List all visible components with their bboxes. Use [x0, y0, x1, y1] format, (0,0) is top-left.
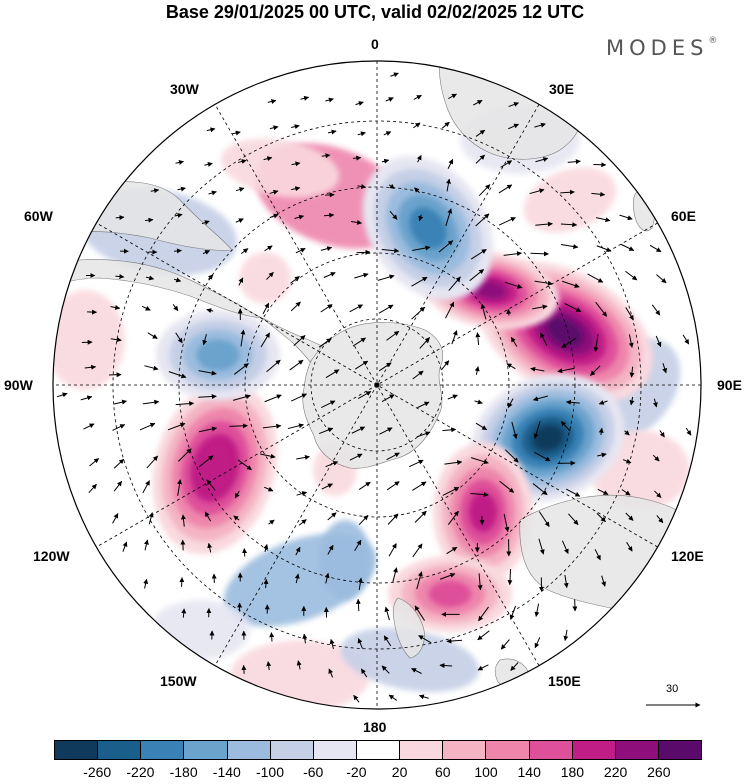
- south-pole-marker: [375, 383, 380, 388]
- colorbar-swatch: [98, 741, 141, 759]
- anomaly-contour: [239, 252, 291, 304]
- colorbar-swatch: [573, 741, 616, 759]
- colorbar-tick-label: 100: [474, 764, 497, 780]
- colorbar-swatch: [228, 741, 271, 759]
- colorbar-swatch: [314, 741, 357, 759]
- reference-vector: 30: [640, 683, 710, 713]
- colorbar-swatch: [184, 741, 227, 759]
- colorbar-ticks: -260 -220 -180 -140 -100 -60 -20 20 60 100 140 180 2…: [0, 764, 750, 784]
- reference-arrow-icon: [640, 683, 710, 713]
- colorbar-tick-label: 180: [561, 764, 584, 780]
- wind-vector-arrow: [357, 252, 370, 253]
- colorbar-tick-label: -100: [256, 764, 284, 780]
- lon-label-150e: 150E: [548, 673, 581, 689]
- anomaly-contour: [196, 339, 239, 370]
- colorbar-swatch: [55, 741, 98, 759]
- lon-label-90e: 90E: [717, 377, 742, 393]
- lon-label-120e: 120E: [671, 548, 704, 564]
- lon-label-0: 0: [371, 36, 379, 52]
- colorbar-swatch: [616, 741, 659, 759]
- wind-vector-arrow: [116, 217, 124, 218]
- wind-vector-arrow: [183, 540, 184, 550]
- colorbar-tick-label: -60: [303, 764, 323, 780]
- colorbar-tick-label: -20: [346, 764, 366, 780]
- lon-label-120w: 120W: [33, 548, 70, 564]
- lon-label-180: 180: [363, 719, 386, 735]
- colorbar-swatch: [271, 741, 314, 759]
- wind-vector-arrow: [182, 578, 183, 587]
- colorbar-swatch: [141, 741, 184, 759]
- lon-label-30w: 30W: [170, 81, 199, 97]
- colorbar-tick-label: 60: [435, 764, 451, 780]
- wind-vector-arrow: [358, 599, 359, 611]
- colorbar-swatch: [486, 741, 529, 759]
- colorbar-tick-label: -260: [83, 764, 111, 780]
- colorbar-tick-label: -180: [170, 764, 198, 780]
- lon-label-90w: 90W: [4, 377, 33, 393]
- colorbar-tick-label: -140: [213, 764, 241, 780]
- colorbar-tick-label: -220: [126, 764, 154, 780]
- anomaly-contour: [319, 520, 371, 600]
- lon-label-60w: 60W: [24, 208, 53, 224]
- anomaly-contour: [428, 581, 471, 607]
- colorbar-tick-label: 20: [392, 764, 408, 780]
- colorbar-swatch: [530, 741, 573, 759]
- lon-label-150w: 150W: [160, 673, 197, 689]
- colorbar-swatch: [659, 741, 701, 759]
- colorbar-swatch: [357, 741, 400, 759]
- wind-vector-arrow: [271, 633, 272, 642]
- anomaly-contour: [469, 492, 498, 532]
- lon-label-30e: 30E: [549, 81, 574, 97]
- colorbar-tick-label: 140: [518, 764, 541, 780]
- lon-label-60e: 60E: [671, 208, 696, 224]
- colorbar-swatch: [400, 741, 443, 759]
- colorbar-swatch: [443, 741, 486, 759]
- colorbar-tick-label: 220: [604, 764, 627, 780]
- wind-vector-arrow: [244, 665, 245, 673]
- colorbar: [54, 740, 702, 760]
- colorbar-tick-label: 260: [647, 764, 670, 780]
